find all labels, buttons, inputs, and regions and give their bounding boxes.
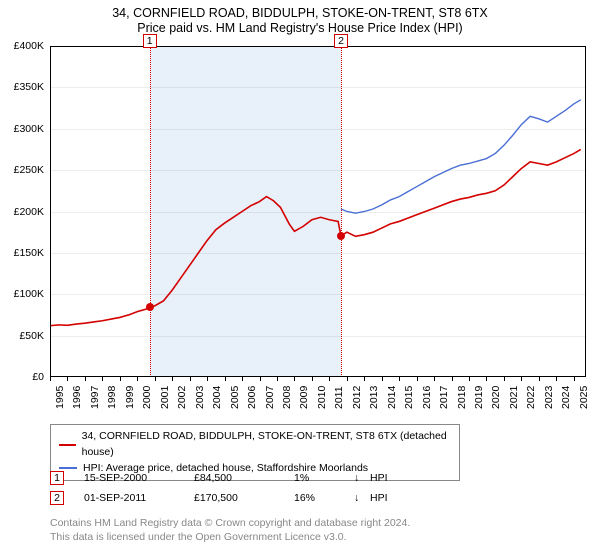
x-tick-label: 2012 [351, 386, 363, 409]
x-tick-label: 2018 [456, 386, 468, 409]
row-price: £170,500 [194, 492, 294, 504]
table-row: 2 01-SEP-2011£170,50016%↓HPI [50, 488, 400, 508]
row-date: 01-SEP-2011 [84, 492, 194, 504]
x-tick-label: 2015 [403, 386, 415, 409]
x-tick-label: 2009 [298, 386, 310, 409]
price-dot [146, 303, 154, 311]
x-tick-label: 1997 [89, 386, 101, 409]
series-line [341, 100, 581, 213]
footer-line-1: Contains HM Land Registry data © Crown c… [50, 516, 410, 530]
x-tick-label: 1999 [124, 386, 136, 409]
row-marker: 1 [50, 471, 64, 485]
event-marker: 1 [143, 34, 157, 48]
x-tick-label: 2001 [159, 386, 171, 409]
x-tick-label: 2019 [473, 386, 485, 409]
x-tick-label: 2003 [194, 386, 206, 409]
plot-area [50, 46, 586, 377]
data-table: 1 15-SEP-2000£84,5001%↓HPI 2 01-SEP-2011£17… [50, 468, 400, 508]
x-tick-label: 2004 [211, 386, 223, 409]
footer-text: Contains HM Land Registry data © Crown c… [50, 516, 410, 544]
row-date: 15-SEP-2000 [84, 472, 194, 484]
table-row: 1 15-SEP-2000£84,5001%↓HPI [50, 468, 400, 488]
x-tick-label: 2006 [246, 386, 258, 409]
row-pct: 1% [294, 472, 354, 484]
x-tick-label: 2013 [368, 386, 380, 409]
event-marker: 2 [334, 34, 348, 48]
legend-label: 34, CORNFIELD ROAD, BIDDULPH, STOKE-ON-T… [82, 429, 451, 461]
x-tick-label: 2002 [176, 386, 188, 409]
line-series [50, 46, 586, 377]
legend-row: 34, CORNFIELD ROAD, BIDDULPH, STOKE-ON-T… [59, 429, 451, 461]
series-line [50, 149, 581, 325]
x-tick-label: 2005 [229, 386, 241, 409]
x-tick-label: 2011 [333, 386, 345, 409]
x-tick-label: 2021 [508, 386, 520, 409]
x-tick-label: 2000 [141, 386, 153, 409]
x-tick-label: 2025 [578, 386, 590, 409]
row-pct: 16% [294, 492, 354, 504]
x-tick-label: 1998 [106, 386, 118, 409]
row-hpi-label: HPI [370, 492, 400, 504]
title-line-1: 34, CORNFIELD ROAD, BIDDULPH, STOKE-ON-T… [0, 6, 600, 20]
arrow-down-icon: ↓ [354, 492, 370, 504]
x-tick-label: 2017 [438, 386, 450, 409]
title-block: 34, CORNFIELD ROAD, BIDDULPH, STOKE-ON-T… [0, 0, 600, 35]
x-tick-label: 2022 [525, 386, 537, 409]
row-marker: 2 [50, 491, 64, 505]
row-hpi-label: HPI [370, 472, 400, 484]
x-tick-label: 1996 [71, 386, 83, 409]
x-tick-label: 2023 [543, 386, 555, 409]
footer-line-2: This data is licensed under the Open Gov… [50, 530, 410, 544]
x-tick-label: 1995 [54, 386, 66, 409]
title-line-2: Price paid vs. HM Land Registry's House … [0, 21, 600, 35]
chart-container: 34, CORNFIELD ROAD, BIDDULPH, STOKE-ON-T… [0, 0, 600, 560]
price-dot [337, 232, 345, 240]
x-tick-label: 2007 [264, 386, 276, 409]
x-tick-label: 2016 [421, 386, 433, 409]
x-tick-label: 2010 [316, 386, 328, 409]
row-price: £84,500 [194, 472, 294, 484]
legend-swatch [59, 444, 76, 446]
x-tick-label: 2014 [386, 386, 398, 409]
x-tick-label: 2008 [281, 386, 293, 409]
x-tick-label: 2024 [560, 386, 572, 409]
arrow-down-icon: ↓ [354, 472, 370, 484]
x-tick-label: 2020 [490, 386, 502, 409]
